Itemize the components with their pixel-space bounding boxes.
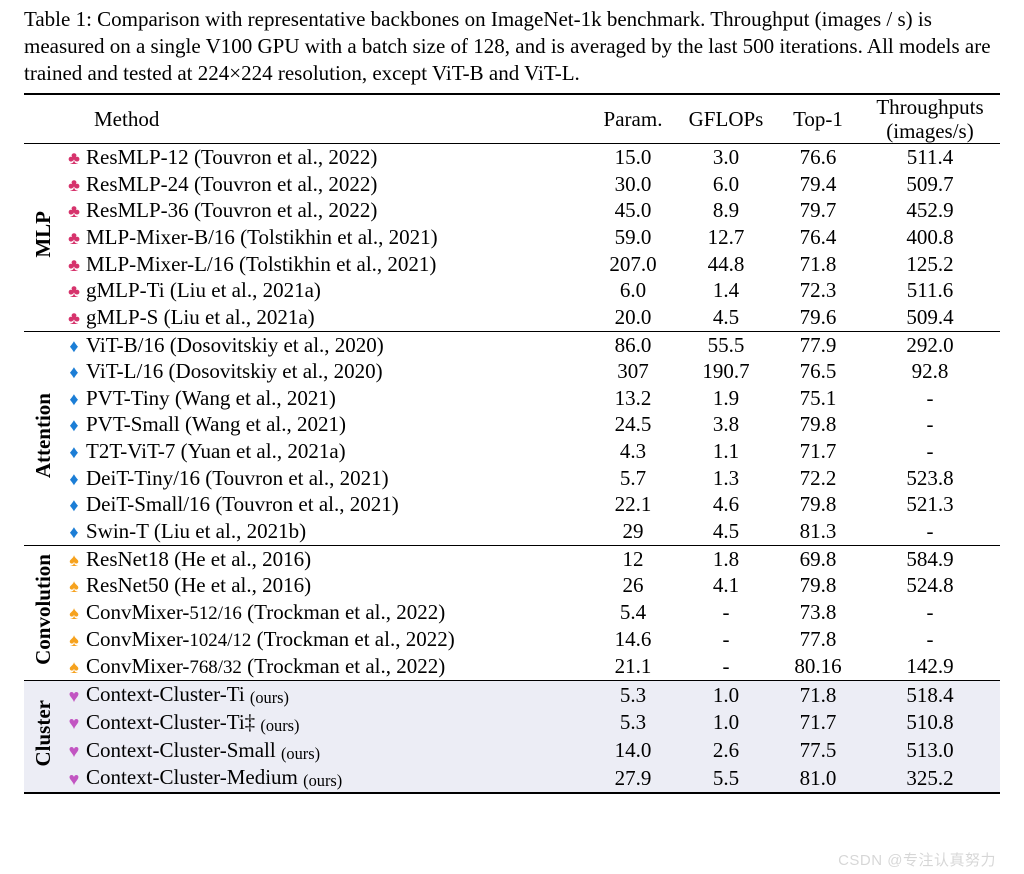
- method-name: Context-Cluster-Medium (ours): [86, 764, 590, 793]
- method-name: ViT-B/16 (Dosovitskiy et al., 2020): [86, 331, 590, 358]
- method-name: PVT-Tiny (Wang et al., 2021): [86, 385, 590, 412]
- club-icon: ♣: [62, 143, 86, 170]
- method-name: Swin-T (Liu et al., 2021b): [86, 518, 590, 545]
- spade-icon: ♠: [62, 653, 86, 681]
- diamond-icon: ♦: [62, 411, 86, 438]
- table-row: ♥ Context-Cluster-Ti‡ (ours) 5.31.071.75…: [24, 709, 1000, 737]
- method-name: T2T-ViT-7 (Yuan et al., 2021a): [86, 438, 590, 465]
- heart-icon: ♥: [62, 681, 86, 709]
- group-label-cluster: Cluster: [24, 681, 62, 793]
- header-top1: Top-1: [776, 94, 860, 144]
- method-name: ResNet50 (He et al., 2016): [86, 572, 590, 599]
- method-name: ConvMixer-768/32 (Trockman et al., 2022): [86, 653, 590, 681]
- header-category-blank: [24, 94, 62, 144]
- method-name: DeiT-Tiny/16 (Touvron et al., 2021): [86, 465, 590, 492]
- method-name: ResNet18 (He et al., 2016): [86, 545, 590, 572]
- header-method: Method: [62, 94, 590, 144]
- method-name: ViT-L/16 (Dosovitskiy et al., 2020): [86, 358, 590, 385]
- heart-icon: ♥: [62, 764, 86, 793]
- table-row: Attention ♦ ViT-B/16 (Dosovitskiy et al.…: [24, 331, 1000, 358]
- benchmark-table: Method Param. GFLOPs Top-1 Throughputs (…: [24, 93, 1000, 794]
- header-param: Param.: [590, 94, 676, 144]
- header-throughput-line1: Throughputs: [860, 95, 1000, 119]
- cell-param: 15.0: [590, 143, 676, 170]
- watermark-text: CSDN @专注认真努力: [838, 849, 996, 870]
- table-row: ♠ ConvMixer-1024/12 (Trockman et al., 20…: [24, 626, 1000, 653]
- table-row: ♦ DeiT-Small/16 (Touvron et al., 2021) 2…: [24, 491, 1000, 518]
- cell-gflops: 3.0: [676, 143, 776, 170]
- table-row: ♦ PVT-Small (Wang et al., 2021) 24.53.87…: [24, 411, 1000, 438]
- diamond-icon: ♦: [62, 358, 86, 385]
- table-row: ♦ DeiT-Tiny/16 (Touvron et al., 2021) 5.…: [24, 465, 1000, 492]
- header-throughput-line2: (images/s): [860, 119, 1000, 143]
- table-row: Convolution ♠ ResNet18 (He et al., 2016)…: [24, 545, 1000, 572]
- table-row: ♣ gMLP-Ti (Liu et al., 2021a) 6.01.472.3…: [24, 277, 1000, 304]
- club-icon: ♣: [62, 171, 86, 198]
- method-name: Context-Cluster-Small (ours): [86, 737, 590, 765]
- club-icon: ♣: [62, 224, 86, 251]
- heart-icon: ♥: [62, 737, 86, 765]
- cell-top1: 76.6: [776, 143, 860, 170]
- table-row: ♦ ViT-L/16 (Dosovitskiy et al., 2020) 30…: [24, 358, 1000, 385]
- spade-icon: ♠: [62, 572, 86, 599]
- table-row: MLP ♣ ResMLP-12 (Touvron et al., 2022) 1…: [24, 143, 1000, 170]
- table-row: ♣ MLP-Mixer-L/16 (Tolstikhin et al., 202…: [24, 251, 1000, 278]
- table-caption: Table 1: Comparison with representative …: [24, 6, 1000, 87]
- diamond-icon: ♦: [62, 385, 86, 412]
- method-name: ResMLP-36 (Touvron et al., 2022): [86, 197, 590, 224]
- table-row: ♦ T2T-ViT-7 (Yuan et al., 2021a) 4.31.17…: [24, 438, 1000, 465]
- cell-tput: 511.4: [860, 143, 1000, 170]
- method-name: MLP-Mixer-L/16 (Tolstikhin et al., 2021): [86, 251, 590, 278]
- diamond-icon: ♦: [62, 465, 86, 492]
- diamond-icon: ♦: [62, 518, 86, 545]
- method-name: ResMLP-24 (Touvron et al., 2022): [86, 171, 590, 198]
- diamond-icon: ♦: [62, 438, 86, 465]
- table-row: ♦ PVT-Tiny (Wang et al., 2021) 13.21.975…: [24, 385, 1000, 412]
- group-label-convolution: Convolution: [24, 545, 62, 680]
- group-label-mlp: MLP: [24, 143, 62, 331]
- heart-icon: ♥: [62, 709, 86, 737]
- method-name: Context-Cluster-Ti (ours): [86, 681, 590, 709]
- header-throughput: Throughputs (images/s): [860, 94, 1000, 144]
- method-name: ResMLP-12 (Touvron et al., 2022): [86, 143, 590, 170]
- table-row: ♣ ResMLP-24 (Touvron et al., 2022) 30.06…: [24, 171, 1000, 198]
- method-name: MLP-Mixer-B/16 (Tolstikhin et al., 2021): [86, 224, 590, 251]
- table-row: ♥ Context-Cluster-Small (ours) 14.02.677…: [24, 737, 1000, 765]
- method-name: ConvMixer-1024/12 (Trockman et al., 2022…: [86, 626, 590, 653]
- table-row: ♥ Context-Cluster-Medium (ours) 27.95.58…: [24, 764, 1000, 793]
- club-icon: ♣: [62, 304, 86, 331]
- spade-icon: ♠: [62, 599, 86, 626]
- table-row: ♠ ConvMixer-512/16 (Trockman et al., 202…: [24, 599, 1000, 626]
- diamond-icon: ♦: [62, 491, 86, 518]
- table-row: ♣ MLP-Mixer-B/16 (Tolstikhin et al., 202…: [24, 224, 1000, 251]
- header-gflops: GFLOPs: [676, 94, 776, 144]
- table-row: ♣ gMLP-S (Liu et al., 2021a) 20.04.579.6…: [24, 304, 1000, 331]
- table-row: Cluster ♥ Context-Cluster-Ti (ours) 5.31…: [24, 681, 1000, 709]
- spade-icon: ♠: [62, 545, 86, 572]
- club-icon: ♣: [62, 251, 86, 278]
- table-header-row: Method Param. GFLOPs Top-1 Throughputs (…: [24, 94, 1000, 144]
- method-name: ConvMixer-512/16 (Trockman et al., 2022): [86, 599, 590, 626]
- table-row: ♣ ResMLP-36 (Touvron et al., 2022) 45.08…: [24, 197, 1000, 224]
- group-label-attention: Attention: [24, 331, 62, 545]
- page-root: Table 1: Comparison with representative …: [0, 0, 1024, 874]
- method-name: gMLP-S (Liu et al., 2021a): [86, 304, 590, 331]
- table-row: ♦ Swin-T (Liu et al., 2021b) 294.581.3-: [24, 518, 1000, 545]
- method-name: gMLP-Ti (Liu et al., 2021a): [86, 277, 590, 304]
- table-row: ♠ ResNet50 (He et al., 2016) 264.179.852…: [24, 572, 1000, 599]
- method-name: DeiT-Small/16 (Touvron et al., 2021): [86, 491, 590, 518]
- diamond-icon: ♦: [62, 331, 86, 358]
- club-icon: ♣: [62, 277, 86, 304]
- method-name: Context-Cluster-Ti‡ (ours): [86, 709, 590, 737]
- method-name: PVT-Small (Wang et al., 2021): [86, 411, 590, 438]
- spade-icon: ♠: [62, 626, 86, 653]
- club-icon: ♣: [62, 197, 86, 224]
- table-row: ♠ ConvMixer-768/32 (Trockman et al., 202…: [24, 653, 1000, 681]
